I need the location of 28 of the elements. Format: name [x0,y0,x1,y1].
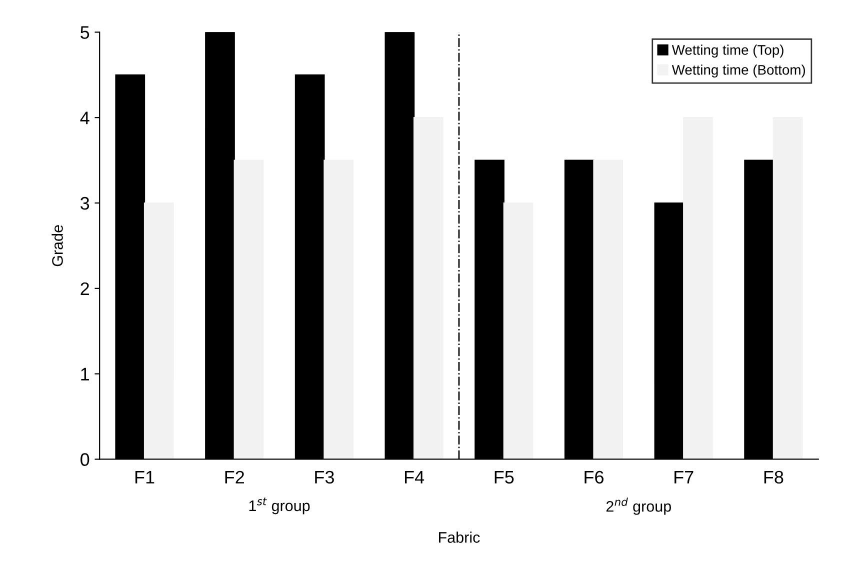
text: 2$^{nd}$ group [606,498,671,515]
x-tick-label: F1 [135,471,154,484]
legend-label: Wetting time (Bottom) [672,64,806,78]
x-tick-label: F3 [315,470,334,484]
legend-label: Wetting time (Top) [672,44,784,58]
bar [144,202,174,460]
bar [593,160,624,460]
x-tick-label: F8 [764,470,784,484]
y-axis-title: Grade [52,225,63,266]
x-tick-label: F6 [584,470,604,484]
x-tick-label: F4 [405,471,424,484]
x-tick-label: F7 [674,471,694,484]
x-axis-title: Fabric [439,532,480,543]
y-tick-label: 4 [80,112,90,124]
y-tick-label: 1 [81,368,89,380]
bar [234,160,264,460]
bar [324,160,354,460]
text: 1$^{st}$ group [249,498,310,514]
bar [503,202,534,460]
bar [683,117,713,460]
x-tick-label: F2 [225,470,244,484]
y-tick-label: 2 [80,282,89,295]
y-tick-label: 3 [80,196,90,210]
bar [414,117,444,460]
x-tick-label: F5 [494,471,514,484]
y-tick-label: 5 [80,26,90,39]
y-tick-label: 0 [80,453,90,466]
bar [772,117,803,460]
